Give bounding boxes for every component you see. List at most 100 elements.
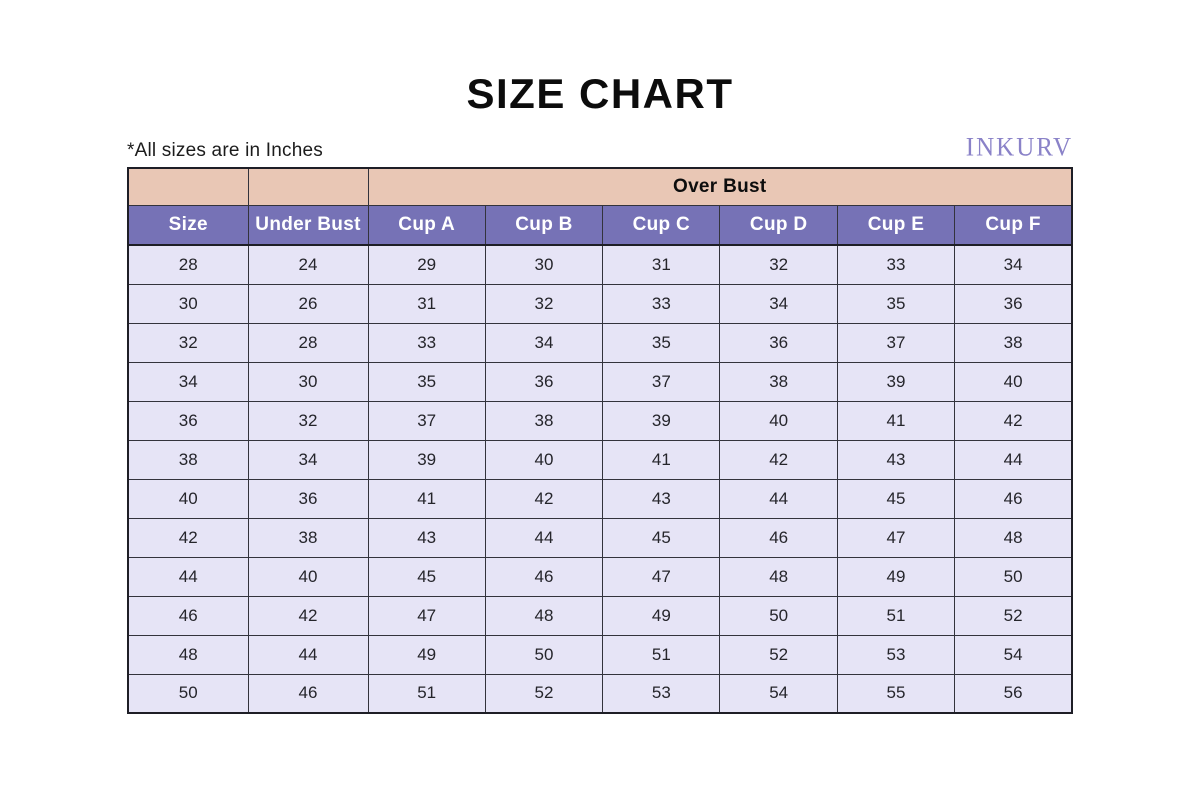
- table-cell: 46: [719, 517, 838, 558]
- table-cell: 29: [367, 244, 486, 285]
- table-cell: 33: [367, 322, 486, 363]
- table-cell: 48: [127, 634, 249, 675]
- table-cell: 44: [247, 634, 369, 675]
- table-cell: 55: [836, 673, 956, 714]
- table-cell: 28: [247, 322, 369, 363]
- table-cell: 49: [602, 595, 721, 636]
- table-cell: 46: [954, 478, 1073, 519]
- table-cell: 53: [602, 673, 721, 714]
- table-cell: 44: [719, 478, 838, 519]
- empty-cell: [127, 167, 249, 206]
- table-cell: 38: [247, 517, 369, 558]
- table-cell: 32: [484, 283, 604, 324]
- table-cell: 41: [836, 400, 956, 441]
- table-cell: 36: [954, 283, 1073, 324]
- table-row: 32 28 33 34 35 36 37 38: [127, 322, 1073, 363]
- table-cell: 50: [127, 673, 249, 714]
- table-cell: 42: [719, 439, 838, 480]
- table-cell: 40: [127, 478, 249, 519]
- table-cell: 39: [367, 439, 486, 480]
- column-header-size: Size: [127, 204, 249, 246]
- column-header-cup-b: Cup B: [484, 204, 604, 246]
- table-cell: 33: [602, 283, 721, 324]
- over-bust-label: Over Bust: [367, 167, 1073, 206]
- meta-row: *All sizes are in Inches INKURV: [127, 133, 1073, 162]
- table-cell: 34: [954, 244, 1073, 285]
- table-cell: 37: [602, 361, 721, 402]
- table-cell: 38: [484, 400, 604, 441]
- table-cell: 34: [484, 322, 604, 363]
- table-cell: 30: [127, 283, 249, 324]
- table-cell: 51: [602, 634, 721, 675]
- table-cell: 48: [954, 517, 1073, 558]
- table-row: 40 36 41 42 43 44 45 46: [127, 478, 1073, 519]
- table-cell: 40: [719, 400, 838, 441]
- table-cell: 49: [836, 556, 956, 597]
- brand-logo: INKURV: [965, 133, 1073, 162]
- table-cell: 37: [367, 400, 486, 441]
- table-row: 36 32 37 38 39 40 41 42: [127, 400, 1073, 441]
- table-cell: 26: [247, 283, 369, 324]
- table-row: 34 30 35 36 37 38 39 40: [127, 361, 1073, 402]
- table-cell: 43: [836, 439, 956, 480]
- table-cell: 36: [127, 400, 249, 441]
- column-header-cup-a: Cup A: [367, 204, 486, 246]
- table-cell: 46: [247, 673, 369, 714]
- table-cell: 45: [367, 556, 486, 597]
- table-cell: 32: [719, 244, 838, 285]
- table-cell: 30: [247, 361, 369, 402]
- table-cell: 42: [484, 478, 604, 519]
- table-cell: 49: [367, 634, 486, 675]
- table-row: 46 42 47 48 49 50 51 52: [127, 595, 1073, 636]
- table-cell: 52: [954, 595, 1073, 636]
- table-cell: 52: [719, 634, 838, 675]
- table-cell: 38: [719, 361, 838, 402]
- table-cell: 40: [954, 361, 1073, 402]
- table-cell: 44: [127, 556, 249, 597]
- table-cell: 36: [247, 478, 369, 519]
- table-row: 38 34 39 40 41 42 43 44: [127, 439, 1073, 480]
- table-cell: 50: [719, 595, 838, 636]
- table-cell: 51: [367, 673, 486, 714]
- table-cell: 42: [127, 517, 249, 558]
- table-cell: 33: [836, 244, 956, 285]
- table-row: 28 24 29 30 31 32 33 34: [127, 244, 1073, 285]
- units-note: *All sizes are in Inches: [127, 140, 323, 161]
- table-cell: 39: [836, 361, 956, 402]
- table-cell: 34: [127, 361, 249, 402]
- table-cell: 51: [836, 595, 956, 636]
- table-cell: 45: [836, 478, 956, 519]
- column-header-cup-e: Cup E: [836, 204, 956, 246]
- table-cell: 38: [954, 322, 1073, 363]
- table-cell: 52: [484, 673, 604, 714]
- table-cell: 37: [836, 322, 956, 363]
- column-header-under-bust: Under Bust: [247, 204, 369, 246]
- table-row: 30 26 31 32 33 34 35 36: [127, 283, 1073, 324]
- table-cell: 36: [719, 322, 838, 363]
- over-bust-header-row: Over Bust: [127, 167, 1073, 206]
- table-cell: 34: [719, 283, 838, 324]
- table-cell: 44: [484, 517, 604, 558]
- table-cell: 35: [836, 283, 956, 324]
- table-cell: 50: [954, 556, 1073, 597]
- table-cell: 56: [954, 673, 1073, 714]
- page-title: SIZE CHART: [466, 70, 734, 117]
- table-cell: 40: [247, 556, 369, 597]
- table-cell: 43: [367, 517, 486, 558]
- table-cell: 42: [247, 595, 369, 636]
- table-cell: 54: [954, 634, 1073, 675]
- table-row: 48 44 49 50 51 52 53 54: [127, 634, 1073, 675]
- empty-cell: [247, 167, 369, 206]
- table-row: 50 46 51 52 53 54 55 56: [127, 673, 1073, 714]
- table-cell: 34: [247, 439, 369, 480]
- table-cell: 47: [367, 595, 486, 636]
- table-cell: 47: [602, 556, 721, 597]
- table-cell: 48: [719, 556, 838, 597]
- table-cell: 44: [954, 439, 1073, 480]
- table-row: 44 40 45 46 47 48 49 50: [127, 556, 1073, 597]
- table-cell: 53: [836, 634, 956, 675]
- table-cell: 24: [247, 244, 369, 285]
- table-cell: 41: [367, 478, 486, 519]
